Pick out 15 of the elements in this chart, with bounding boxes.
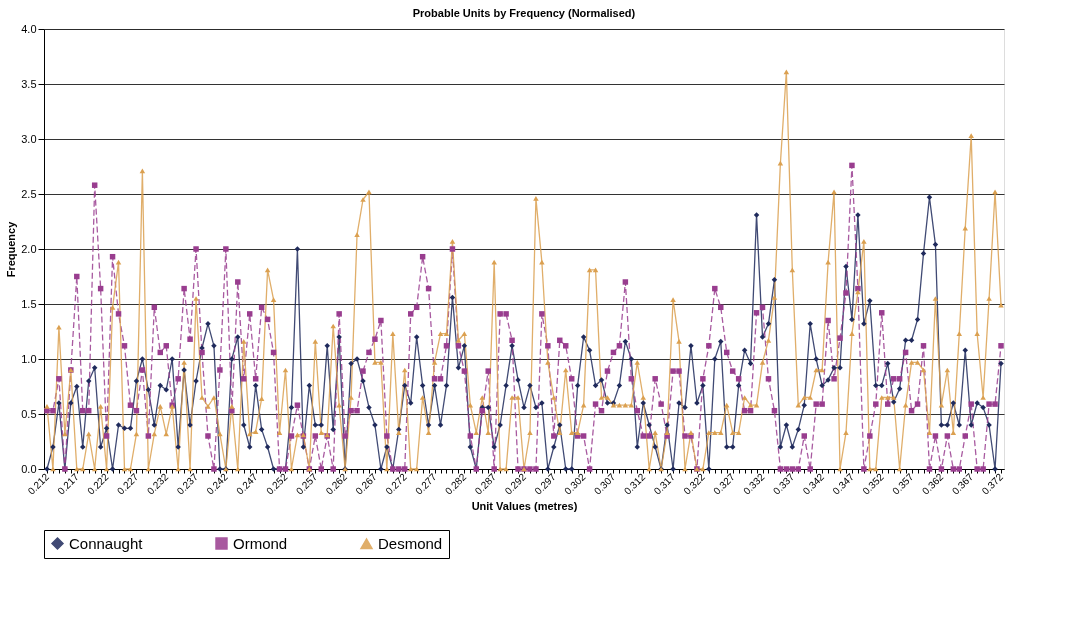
y-tick-label: 1.0 — [21, 352, 37, 365]
y-tick-label: 4.0 — [21, 22, 37, 35]
y-tick-label: 2.0 — [21, 242, 37, 255]
y-tick-label: 0.5 — [21, 407, 37, 420]
y-tick-label: 3.5 — [21, 77, 37, 90]
legend-label: Connaught — [69, 534, 144, 552]
x-axis-title: Unit Values (metres) — [471, 499, 578, 512]
legend-label: Ormond — [233, 534, 288, 552]
y-tick-label: 1.5 — [21, 297, 37, 310]
legend-label: Desmond — [378, 534, 443, 552]
y-axis-title: Frequency — [5, 220, 18, 278]
y-tick-label: 3.0 — [21, 132, 37, 145]
y-tick-label: 0.0 — [21, 462, 37, 475]
chart-title: Probable Units by Frequency (Normalised) — [412, 7, 636, 19]
y-tick-label: 2.5 — [21, 187, 37, 200]
